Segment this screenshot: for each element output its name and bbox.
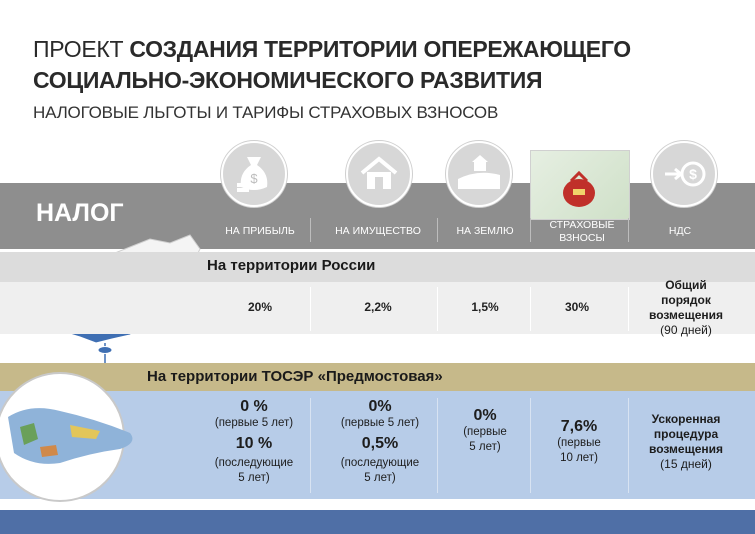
tosr-property-note-2: 5 лет) [364, 472, 396, 484]
tosr-land-rate: 0% [473, 407, 497, 424]
column-divider [310, 218, 311, 242]
title-line1: СОЗДАНИЯ ТЕРРИТОРИИ ОПЕРЕЖАЮЩЕГО [129, 36, 631, 62]
territory-map [0, 372, 133, 502]
tosr-property-note-1: (первые 5 лет) [340, 417, 420, 429]
tosr-profit-note-2: 5 лет) [238, 472, 270, 484]
russia-vat-value: Общий порядок возмещения (90 дней) [634, 278, 738, 338]
tosr-vat-line: возмещения [648, 442, 724, 456]
column-header-profit: НА ПРИБЫЛЬ [225, 225, 295, 237]
tosr-profit-rate-1: 0 % [240, 398, 268, 415]
tosr-vat-line: процедура [653, 427, 719, 441]
tosr-profit-value: 0 % (первые 5 лет) 10 % (последующие 5 л… [200, 398, 308, 486]
russia-values-row [0, 282, 755, 334]
russia-vat-line: Общий [665, 278, 707, 292]
russia-vat-line: (90 дней) [660, 323, 712, 337]
column-header-land: НА ЗЕМЛЮ [456, 225, 514, 237]
russia-property-value: 2,2% [364, 300, 392, 314]
row-divider [628, 398, 629, 493]
row-divider [437, 287, 438, 331]
tosr-property-rate-1: 0% [368, 398, 392, 415]
land-icon [446, 141, 512, 207]
tosr-land-value: 0% (первые 5 лет) [443, 407, 527, 455]
row-divider [530, 287, 531, 331]
tosr-insurance-rate: 7,6% [560, 418, 598, 435]
tosr-property-value: 0% (первые 5 лет) 0,5% (последующие 5 ле… [325, 398, 435, 486]
tosr-land-note: 5 лет) [469, 441, 501, 453]
tosr-vat-value: Ускоренная процедура возмещения (15 дней… [632, 412, 740, 472]
insurance-bag-icon [530, 150, 630, 220]
row-divider [530, 398, 531, 493]
page-title: ПРОЕКТ СОЗДАНИЯ ТЕРРИТОРИИ ОПЕРЕЖАЮЩЕГО … [33, 34, 733, 96]
house-icon [346, 141, 412, 207]
tax-label: НАЛОГ [36, 199, 124, 227]
row-divider [310, 287, 311, 331]
russia-vat-line: порядок [661, 293, 711, 307]
tosr-property-note-2: (последующие [340, 457, 420, 469]
column-header-vat: НДС [668, 225, 692, 237]
row-divider [628, 287, 629, 331]
column-divider [437, 218, 438, 242]
bottom-bar [0, 510, 755, 534]
tosr-profit-rate-2: 10 % [235, 435, 273, 452]
column-divider [628, 218, 629, 242]
tosr-insurance-note: (первые [557, 437, 601, 449]
russia-row-label: На территории России [207, 257, 376, 274]
row-divider [437, 398, 438, 493]
money-bag-icon: $ [221, 141, 287, 207]
vat-icon: $ [651, 141, 717, 207]
russia-row-header [0, 252, 755, 282]
title-line2: СОЦИАЛЬНО-ЭКОНОМИЧЕСКОГО РАЗВИТИЯ [33, 67, 543, 93]
tosr-insurance-value: 7,6% (первые 10 лет) [533, 418, 625, 466]
tosr-property-rate-2: 0,5% [361, 435, 399, 452]
page-subtitle: НАЛОГОВЫЕ ЛЬГОТЫ И ТАРИФЫ СТРАХОВЫХ ВЗНО… [33, 103, 499, 122]
tosr-vat-line: (15 дней) [660, 457, 712, 471]
title-prefix: ПРОЕКТ [33, 36, 124, 62]
tosr-insurance-note: 10 лет) [560, 452, 598, 464]
tosr-profit-note-2: (последующие [214, 457, 294, 469]
row-divider [310, 398, 311, 493]
tosr-row-label: На территории ТОСЭР «Предмостовая» [147, 368, 443, 385]
tosr-profit-note-1: (первые 5 лет) [214, 417, 294, 429]
russia-vat-line: возмещения [648, 308, 724, 322]
column-divider [530, 218, 531, 242]
russia-insurance-value: 30% [564, 300, 590, 314]
tosr-row-header [0, 363, 755, 391]
column-header-insurance: СТРАХОВЫЕ ВЗНОСЫ [549, 219, 615, 244]
russia-land-value: 1,5% [471, 300, 499, 314]
russia-profit-value: 20% [247, 300, 273, 314]
svg-text:$: $ [250, 171, 258, 186]
svg-text:$: $ [689, 166, 697, 182]
tosr-vat-line: Ускоренная [651, 412, 721, 426]
tosr-land-note: (первые [463, 426, 507, 438]
column-header-property: НА ИМУЩЕСТВО [335, 225, 421, 237]
